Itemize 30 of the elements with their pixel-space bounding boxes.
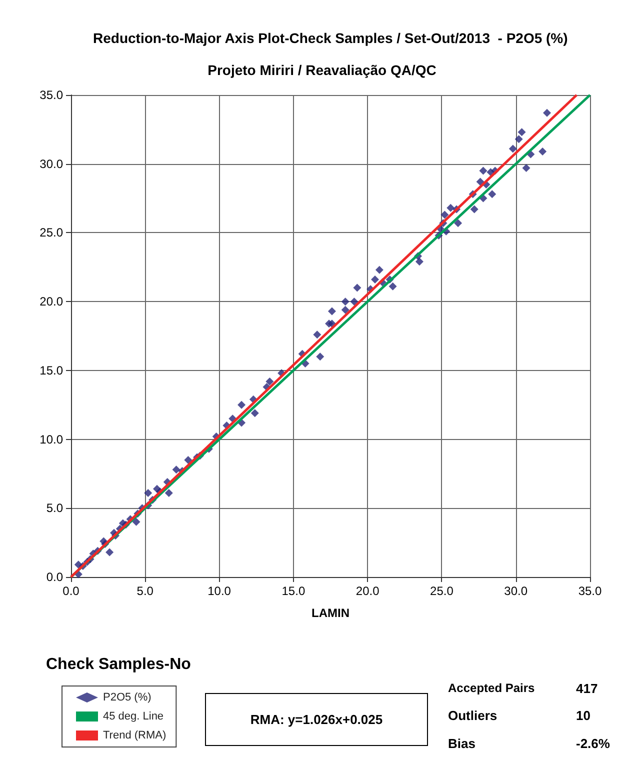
x-tick-label: 15.0	[282, 584, 306, 598]
chart-subtitle: Projeto Miriri / Reavaliação QA/QC	[208, 62, 436, 78]
legend-label: Trend (RMA)	[103, 730, 166, 742]
text: Check Samples-No	[46, 656, 191, 674]
y-tick-label: 20.0	[40, 294, 64, 309]
text: 417	[576, 681, 598, 696]
y-tick-label: 0.0	[46, 570, 64, 584]
x-axis-title: LAMIN	[312, 606, 350, 620]
chart-title: Reduction-to-Major Axis Plot-Check Samples / Set-Out/2013 - P2O5 (%)	[93, 30, 568, 46]
y-tick-label: 5.0	[46, 501, 64, 516]
x-tick-label: 20.0	[356, 584, 380, 598]
x-tick-label: 35.0	[578, 584, 602, 598]
text: RMA: y=1.026x+0.025	[205, 693, 428, 746]
x-tick-label: 25.0	[430, 584, 454, 598]
y-tick-label: 25.0	[40, 226, 64, 240]
legend-label: 45 deg. Line	[103, 710, 164, 722]
x-tick-label: 5.0	[136, 584, 154, 598]
legend-label: P2O5 (%)	[103, 692, 152, 704]
y-tick-label: 15.0	[40, 363, 64, 378]
x-tick-label: 10.0	[208, 584, 232, 598]
text: Bias	[448, 736, 476, 751]
text: -2.6%	[576, 736, 610, 751]
x-tick-label: 30.0	[504, 584, 528, 598]
x-tick-label: 0.0	[62, 584, 80, 598]
text: Outliers	[448, 708, 498, 723]
text: Accepted Pairs	[448, 681, 535, 695]
y-tick-label: 35.0	[40, 88, 64, 102]
y-tick-label: 30.0	[40, 156, 64, 171]
y-tick-label: 10.0	[40, 432, 64, 446]
text: 10	[576, 708, 590, 723]
